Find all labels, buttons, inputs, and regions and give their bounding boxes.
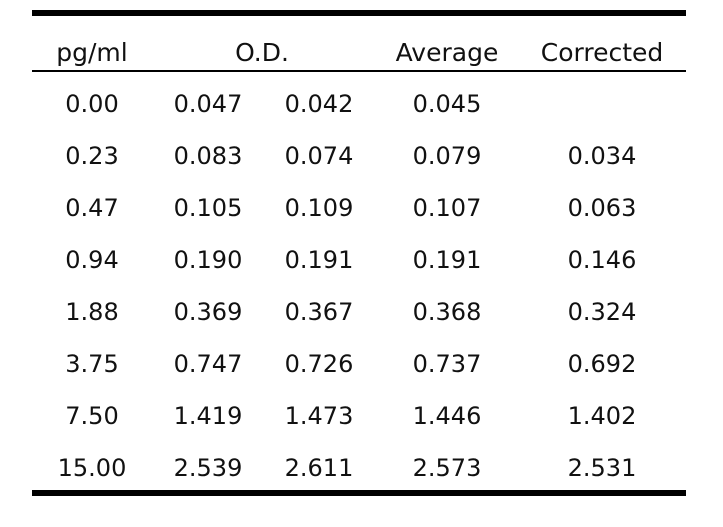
table-row: 0.23 0.083 0.074 0.079 0.034 (32, 130, 686, 182)
cell-average: 2.573 (412, 454, 482, 482)
table-header-rule (32, 70, 686, 72)
cell-average: 0.368 (412, 298, 482, 326)
cell-concentration: 0.00 (65, 90, 119, 118)
cell-od1: 0.083 (173, 142, 243, 170)
header-od: O.D. (235, 38, 289, 67)
cell-concentration: 1.88 (65, 298, 119, 326)
cell-average: 0.045 (412, 90, 482, 118)
header-corrected: Corrected (540, 38, 664, 67)
table-row: 1.88 0.369 0.367 0.368 0.324 (32, 286, 686, 338)
cell-average: 1.446 (412, 402, 482, 430)
cell-average: 0.107 (412, 194, 482, 222)
table-row: 7.50 1.419 1.473 1.446 1.402 (32, 390, 686, 442)
cell-corrected: 2.531 (567, 454, 637, 482)
cell-od2: 0.191 (284, 246, 354, 274)
cell-concentration: 0.47 (65, 194, 119, 222)
cell-od2: 0.726 (284, 350, 354, 378)
cell-od1: 0.747 (173, 350, 243, 378)
cell-od2: 0.042 (284, 90, 354, 118)
cell-od2: 0.074 (284, 142, 354, 170)
table-row: 15.00 2.539 2.611 2.573 2.531 (32, 442, 686, 494)
cell-od2: 0.367 (284, 298, 354, 326)
cell-average: 0.079 (412, 142, 482, 170)
table-header: pg/ml O.D. Average Corrected (32, 16, 686, 70)
table-row: 3.75 0.747 0.726 0.737 0.692 (32, 338, 686, 390)
cell-corrected: 0.034 (567, 142, 637, 170)
cell-concentration: 3.75 (65, 350, 119, 378)
cell-concentration: 7.50 (65, 402, 119, 430)
header-average: Average (395, 38, 499, 67)
cell-od2: 2.611 (284, 454, 354, 482)
cell-concentration: 0.94 (65, 246, 119, 274)
cell-concentration: 0.23 (65, 142, 119, 170)
table-row: 0.47 0.105 0.109 0.107 0.063 (32, 182, 686, 234)
cell-concentration: 15.00 (57, 454, 127, 482)
cell-od2: 0.109 (284, 194, 354, 222)
cell-average: 0.737 (412, 350, 482, 378)
cell-corrected: 0.063 (567, 194, 637, 222)
cell-corrected: 0.692 (567, 350, 637, 378)
table-top-rule (32, 10, 686, 16)
cell-od1: 0.047 (173, 90, 243, 118)
table-row: 0.00 0.047 0.042 0.045 (32, 78, 686, 130)
cell-od1: 0.369 (173, 298, 243, 326)
cell-corrected: 0.146 (567, 246, 637, 274)
cell-od1: 2.539 (173, 454, 243, 482)
cell-od1: 0.190 (173, 246, 243, 274)
cell-corrected: 1.402 (567, 402, 637, 430)
header-concentration: pg/ml (56, 38, 128, 67)
table-bottom-rule (32, 490, 686, 496)
cell-od2: 1.473 (284, 402, 354, 430)
table-body: 0.00 0.047 0.042 0.045 0.23 0.083 0.074 … (32, 72, 686, 490)
table-row: 0.94 0.190 0.191 0.191 0.146 (32, 234, 686, 286)
cell-corrected: 0.324 (567, 298, 637, 326)
cell-od1: 0.105 (173, 194, 243, 222)
cell-average: 0.191 (412, 246, 482, 274)
data-table: pg/ml O.D. Average Corrected 0.00 0.047 … (32, 10, 686, 496)
cell-od1: 1.419 (173, 402, 243, 430)
